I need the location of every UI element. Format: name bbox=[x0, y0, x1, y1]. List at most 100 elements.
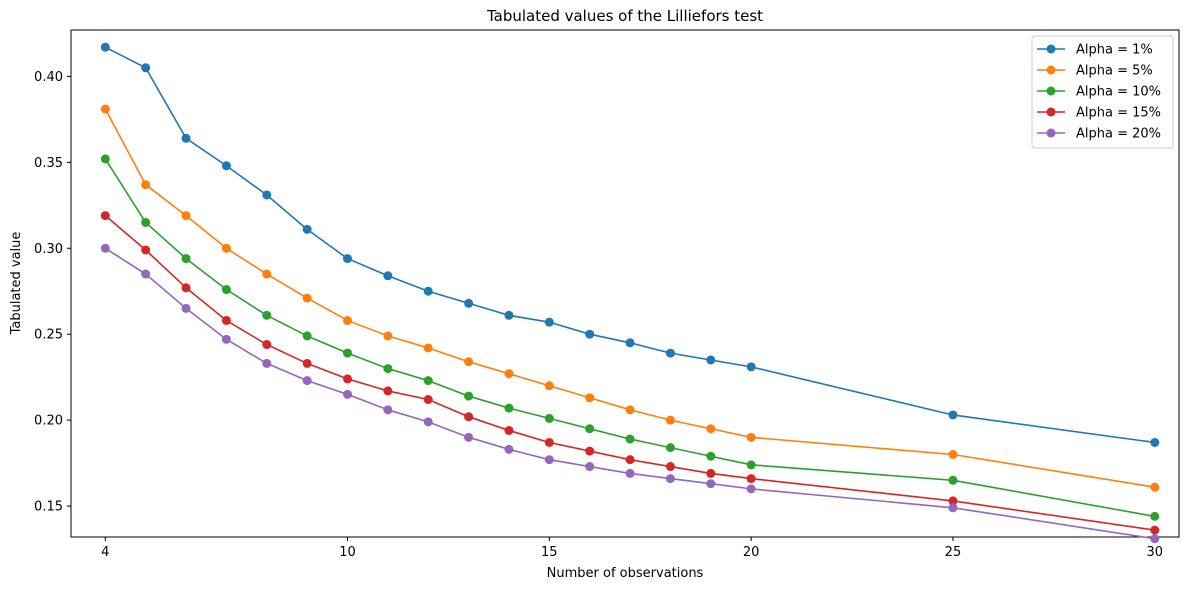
x-axis-label: Number of observations bbox=[547, 566, 704, 581]
series-4 bbox=[100, 211, 1160, 535]
data-point bbox=[746, 362, 756, 372]
data-point bbox=[302, 224, 312, 234]
data-point bbox=[585, 462, 595, 472]
data-point bbox=[544, 317, 554, 327]
data-point bbox=[706, 424, 716, 434]
data-point bbox=[100, 42, 110, 52]
x-tick-label: 4 bbox=[101, 545, 109, 560]
plot-area bbox=[70, 29, 1180, 538]
data-point bbox=[948, 450, 958, 460]
data-point bbox=[544, 455, 554, 465]
data-point bbox=[746, 432, 756, 442]
data-point bbox=[181, 133, 191, 143]
data-point bbox=[100, 243, 110, 253]
data-point bbox=[504, 310, 514, 320]
y-tick-label: 0.25 bbox=[34, 328, 63, 343]
data-point bbox=[100, 211, 110, 221]
data-point bbox=[262, 340, 272, 350]
legend-marker bbox=[1046, 128, 1056, 138]
data-point bbox=[948, 410, 958, 420]
data-point bbox=[141, 180, 151, 190]
series-line bbox=[104, 215, 1155, 531]
data-point bbox=[464, 412, 474, 422]
data-point bbox=[464, 298, 474, 308]
data-point bbox=[141, 245, 151, 255]
data-point bbox=[342, 315, 352, 325]
data-point bbox=[423, 376, 433, 386]
data-point bbox=[1150, 482, 1160, 492]
chart-title: Tabulated values of the Lilliefors test bbox=[486, 7, 763, 25]
y-axis-ticks: 0.15 0.20 0.25 0.30 0.35 0.40 bbox=[34, 70, 71, 515]
y-tick-label: 0.35 bbox=[34, 156, 63, 171]
data-point bbox=[342, 389, 352, 399]
legend-label: Alpha = 5% bbox=[1076, 64, 1153, 79]
y-axis-label: Tabulated value bbox=[9, 232, 24, 336]
data-point bbox=[383, 331, 393, 341]
data-point bbox=[100, 154, 110, 164]
data-point bbox=[706, 451, 716, 461]
data-point bbox=[544, 437, 554, 447]
data-point bbox=[100, 104, 110, 114]
data-point bbox=[746, 484, 756, 494]
data-point bbox=[262, 269, 272, 279]
data-point bbox=[948, 503, 958, 513]
data-point bbox=[342, 374, 352, 384]
data-point bbox=[383, 405, 393, 415]
data-point bbox=[585, 329, 595, 339]
data-point bbox=[221, 243, 231, 253]
data-point bbox=[504, 444, 514, 454]
legend-label: Alpha = 20% bbox=[1076, 127, 1161, 142]
legend-marker bbox=[1046, 107, 1056, 117]
data-point bbox=[625, 455, 635, 465]
data-point bbox=[544, 413, 554, 423]
data-point bbox=[181, 254, 191, 264]
data-point bbox=[585, 446, 595, 456]
data-point bbox=[141, 217, 151, 227]
legend-entry: Alpha = 5% bbox=[1037, 64, 1153, 79]
data-point bbox=[262, 358, 272, 368]
series-line bbox=[104, 108, 1155, 488]
data-point bbox=[262, 190, 272, 200]
data-point bbox=[665, 474, 675, 484]
x-tick-label: 25 bbox=[945, 545, 962, 560]
legend-entry: Alpha = 10% bbox=[1037, 85, 1161, 100]
series-3 bbox=[100, 154, 1160, 521]
y-tick-label: 0.20 bbox=[34, 414, 63, 429]
data-point bbox=[302, 376, 312, 386]
data-point bbox=[141, 63, 151, 73]
data-point bbox=[262, 310, 272, 320]
series-1 bbox=[100, 42, 1160, 447]
series-2 bbox=[100, 104, 1160, 492]
data-point bbox=[221, 161, 231, 171]
data-point bbox=[342, 254, 352, 264]
data-point bbox=[746, 460, 756, 470]
plot-frame bbox=[70, 29, 1180, 538]
data-point bbox=[221, 315, 231, 325]
data-point bbox=[383, 386, 393, 396]
data-point bbox=[1150, 534, 1160, 544]
legend-label: Alpha = 15% bbox=[1076, 106, 1161, 121]
series-5 bbox=[100, 243, 1160, 544]
data-point bbox=[181, 283, 191, 293]
data-point bbox=[706, 468, 716, 478]
data-point bbox=[423, 343, 433, 353]
x-tick-label: 10 bbox=[339, 545, 356, 560]
y-tick-label: 0.15 bbox=[34, 500, 63, 515]
data-point bbox=[423, 286, 433, 296]
data-point bbox=[383, 364, 393, 374]
data-point bbox=[464, 357, 474, 367]
y-tick-label: 0.30 bbox=[34, 242, 63, 257]
data-point bbox=[342, 348, 352, 358]
legend-label: Alpha = 10% bbox=[1076, 85, 1161, 100]
legend-marker bbox=[1046, 44, 1056, 54]
data-point bbox=[665, 443, 675, 453]
data-point bbox=[302, 358, 312, 368]
data-point bbox=[302, 331, 312, 341]
data-point bbox=[706, 355, 716, 365]
series-line bbox=[104, 46, 1155, 444]
legend-entry: Alpha = 15% bbox=[1037, 106, 1161, 121]
data-point bbox=[383, 271, 393, 281]
legend-entry: Alpha = 20% bbox=[1037, 127, 1161, 142]
data-point bbox=[504, 369, 514, 379]
